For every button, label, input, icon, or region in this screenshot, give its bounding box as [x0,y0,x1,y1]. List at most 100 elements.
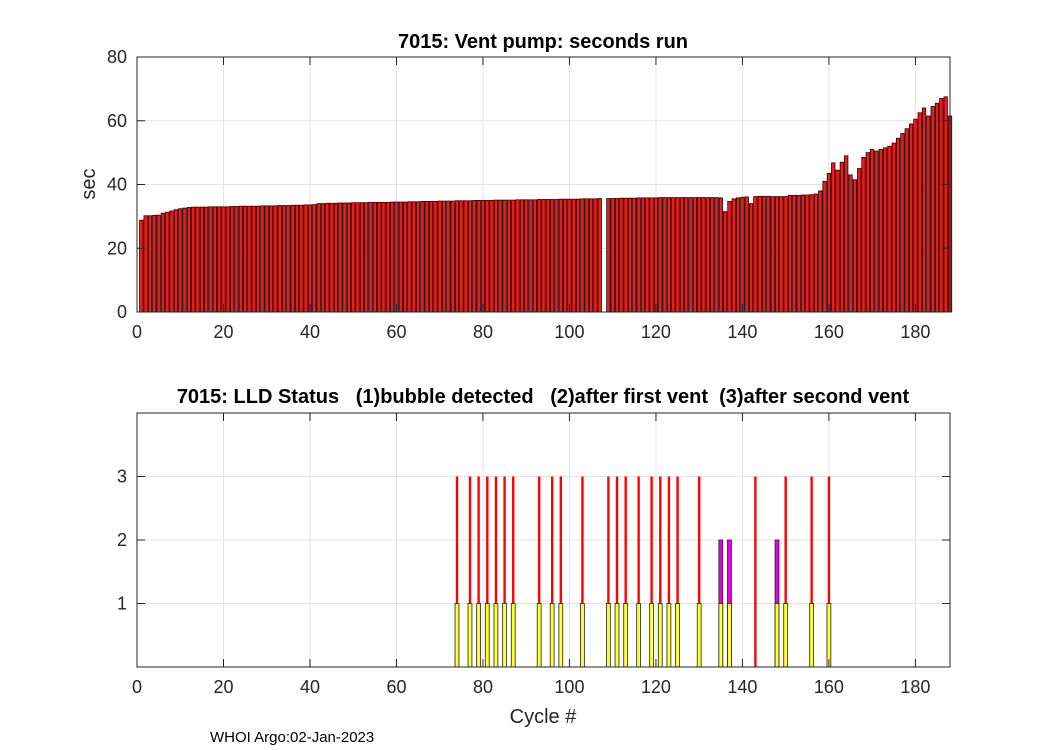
vent-pump-bar [217,206,222,313]
vent-pump-bar [450,200,455,313]
vent-pump-bar [493,199,499,313]
vent-pump-bar [787,194,793,313]
vent-pump-bar [320,203,326,313]
vent-pump-bar [498,199,503,313]
vent-pump-bar [459,200,464,313]
vent-pump-bar [688,197,693,313]
vent-pump-xtick-label: 20 [213,322,233,342]
vent-pump-bar [653,197,659,313]
vent-pump-bar [511,199,516,313]
lld-status-xtick-label: 160 [814,677,844,697]
lld-status-title: 7015: LLD Status (1)bubble detected (2)a… [177,386,910,408]
lld-status-bar-1 [502,603,507,668]
vent-pump-ytick-label: 40 [107,175,127,195]
vent-pump-bar [225,206,230,313]
vent-pump-ytick-label: 80 [107,47,127,67]
vent-pump-bar [424,200,429,313]
vent-pump-bar [679,197,685,313]
lld-status-bar-3 [637,476,640,667]
vent-pump-bar [230,206,235,313]
vent-pump-bar [281,205,287,313]
vent-pump-bar [900,133,905,313]
lld-status-bar-3 [550,476,554,667]
vent-pump-bar [857,168,862,313]
lld-status-bar-1 [783,603,789,668]
vent-pump-bar [692,197,697,313]
vent-pump-bar [277,205,282,313]
vent-pump-bar [147,215,153,313]
lld-status-bar-1 [484,603,490,668]
lld-status-bar-1 [614,603,620,668]
vent-pump-bar [178,208,183,313]
vent-pump-bar [312,204,317,313]
vent-pump-bar [454,200,460,313]
vent-pump-bar [675,197,680,313]
vent-pump-bar [480,200,486,313]
vent-pump-bar [770,196,775,313]
lld-status-bar-3 [607,476,610,667]
vent-pump-bar [671,197,676,313]
vent-pump-bar [537,199,542,313]
vent-pump-xtick-label: 180 [900,322,930,342]
vent-pump-bar [934,102,940,313]
vent-pump-bar [606,198,611,313]
vent-pump-bar [575,198,581,313]
vent-pump-bar [411,201,416,313]
lld-status-bar-3 [455,476,459,667]
vent-pump-bar [160,212,166,313]
vent-pump-xtick-label: 60 [386,322,406,342]
vent-pump-bar [381,201,386,313]
lld-status-bar-3 [503,476,506,667]
vent-pump-bar [705,197,710,313]
vent-pump-bar [697,197,702,313]
vent-pump-bar [666,197,672,313]
vent-pump-bar [195,206,200,313]
vent-pump-bar [562,198,568,313]
vent-pump-bar [558,198,563,313]
vent-pump-xtick-label: 140 [727,322,757,342]
lld-status-bar-1 [549,603,555,668]
lld-status-bar-3 [667,476,671,667]
vent-pump-bar [891,142,896,313]
vent-pump-bar [783,196,788,313]
vent-pump-bar [571,198,576,313]
lld-status-xtick-label: 100 [554,677,584,697]
vent-pump-ytick-label: 60 [107,111,127,131]
vent-pump-bar [139,219,144,313]
vent-pump-bar [182,207,187,313]
vent-pump-bar [740,196,745,313]
vent-pump-bar [921,107,927,313]
lld-status-bar-1 [510,603,516,668]
vent-pump-bar [316,203,321,313]
vent-pump-bar [489,200,494,313]
vent-pump-bar [714,197,719,313]
vent-pump-bar [908,123,914,313]
vent-pump-bar [307,204,313,313]
vent-pump-ticks: 0 20 40 60 80 100 120 140 160 180 0 20 40 60 80 [107,47,950,342]
lld-status-ticks: 0 20 40 60 80 100 120 140 160 180 1 2 3 [117,413,950,697]
vent-pump-bar [805,194,810,313]
vent-pump-bar [584,198,589,313]
lld-status-bar-3 [624,476,627,667]
lld-status-bar-1 [476,603,481,668]
vent-pump-bar [351,202,356,313]
vent-pump-bar [273,205,278,313]
vent-pump-bar [844,155,849,313]
lld-status-bar-3 [468,476,472,667]
vent-pump-xtick-label: 80 [473,322,493,342]
vent-pump-xtick-label: 120 [641,322,671,342]
vent-pump-bar [800,194,806,313]
vent-pump-xtick-label: 100 [554,322,584,342]
vent-pump-bar [701,197,706,313]
vent-pump-bar [930,106,935,313]
vent-pump-bar [221,206,226,313]
vent-pump-bar [761,195,767,313]
vent-pump-bar [662,197,667,313]
vent-pump-bar [619,197,624,313]
vent-pump-bar [173,209,179,313]
vent-pump-bar [390,201,395,313]
vent-pump-bar [722,211,728,313]
vent-pump-bar [165,211,170,313]
vent-pump-bar [528,199,533,313]
